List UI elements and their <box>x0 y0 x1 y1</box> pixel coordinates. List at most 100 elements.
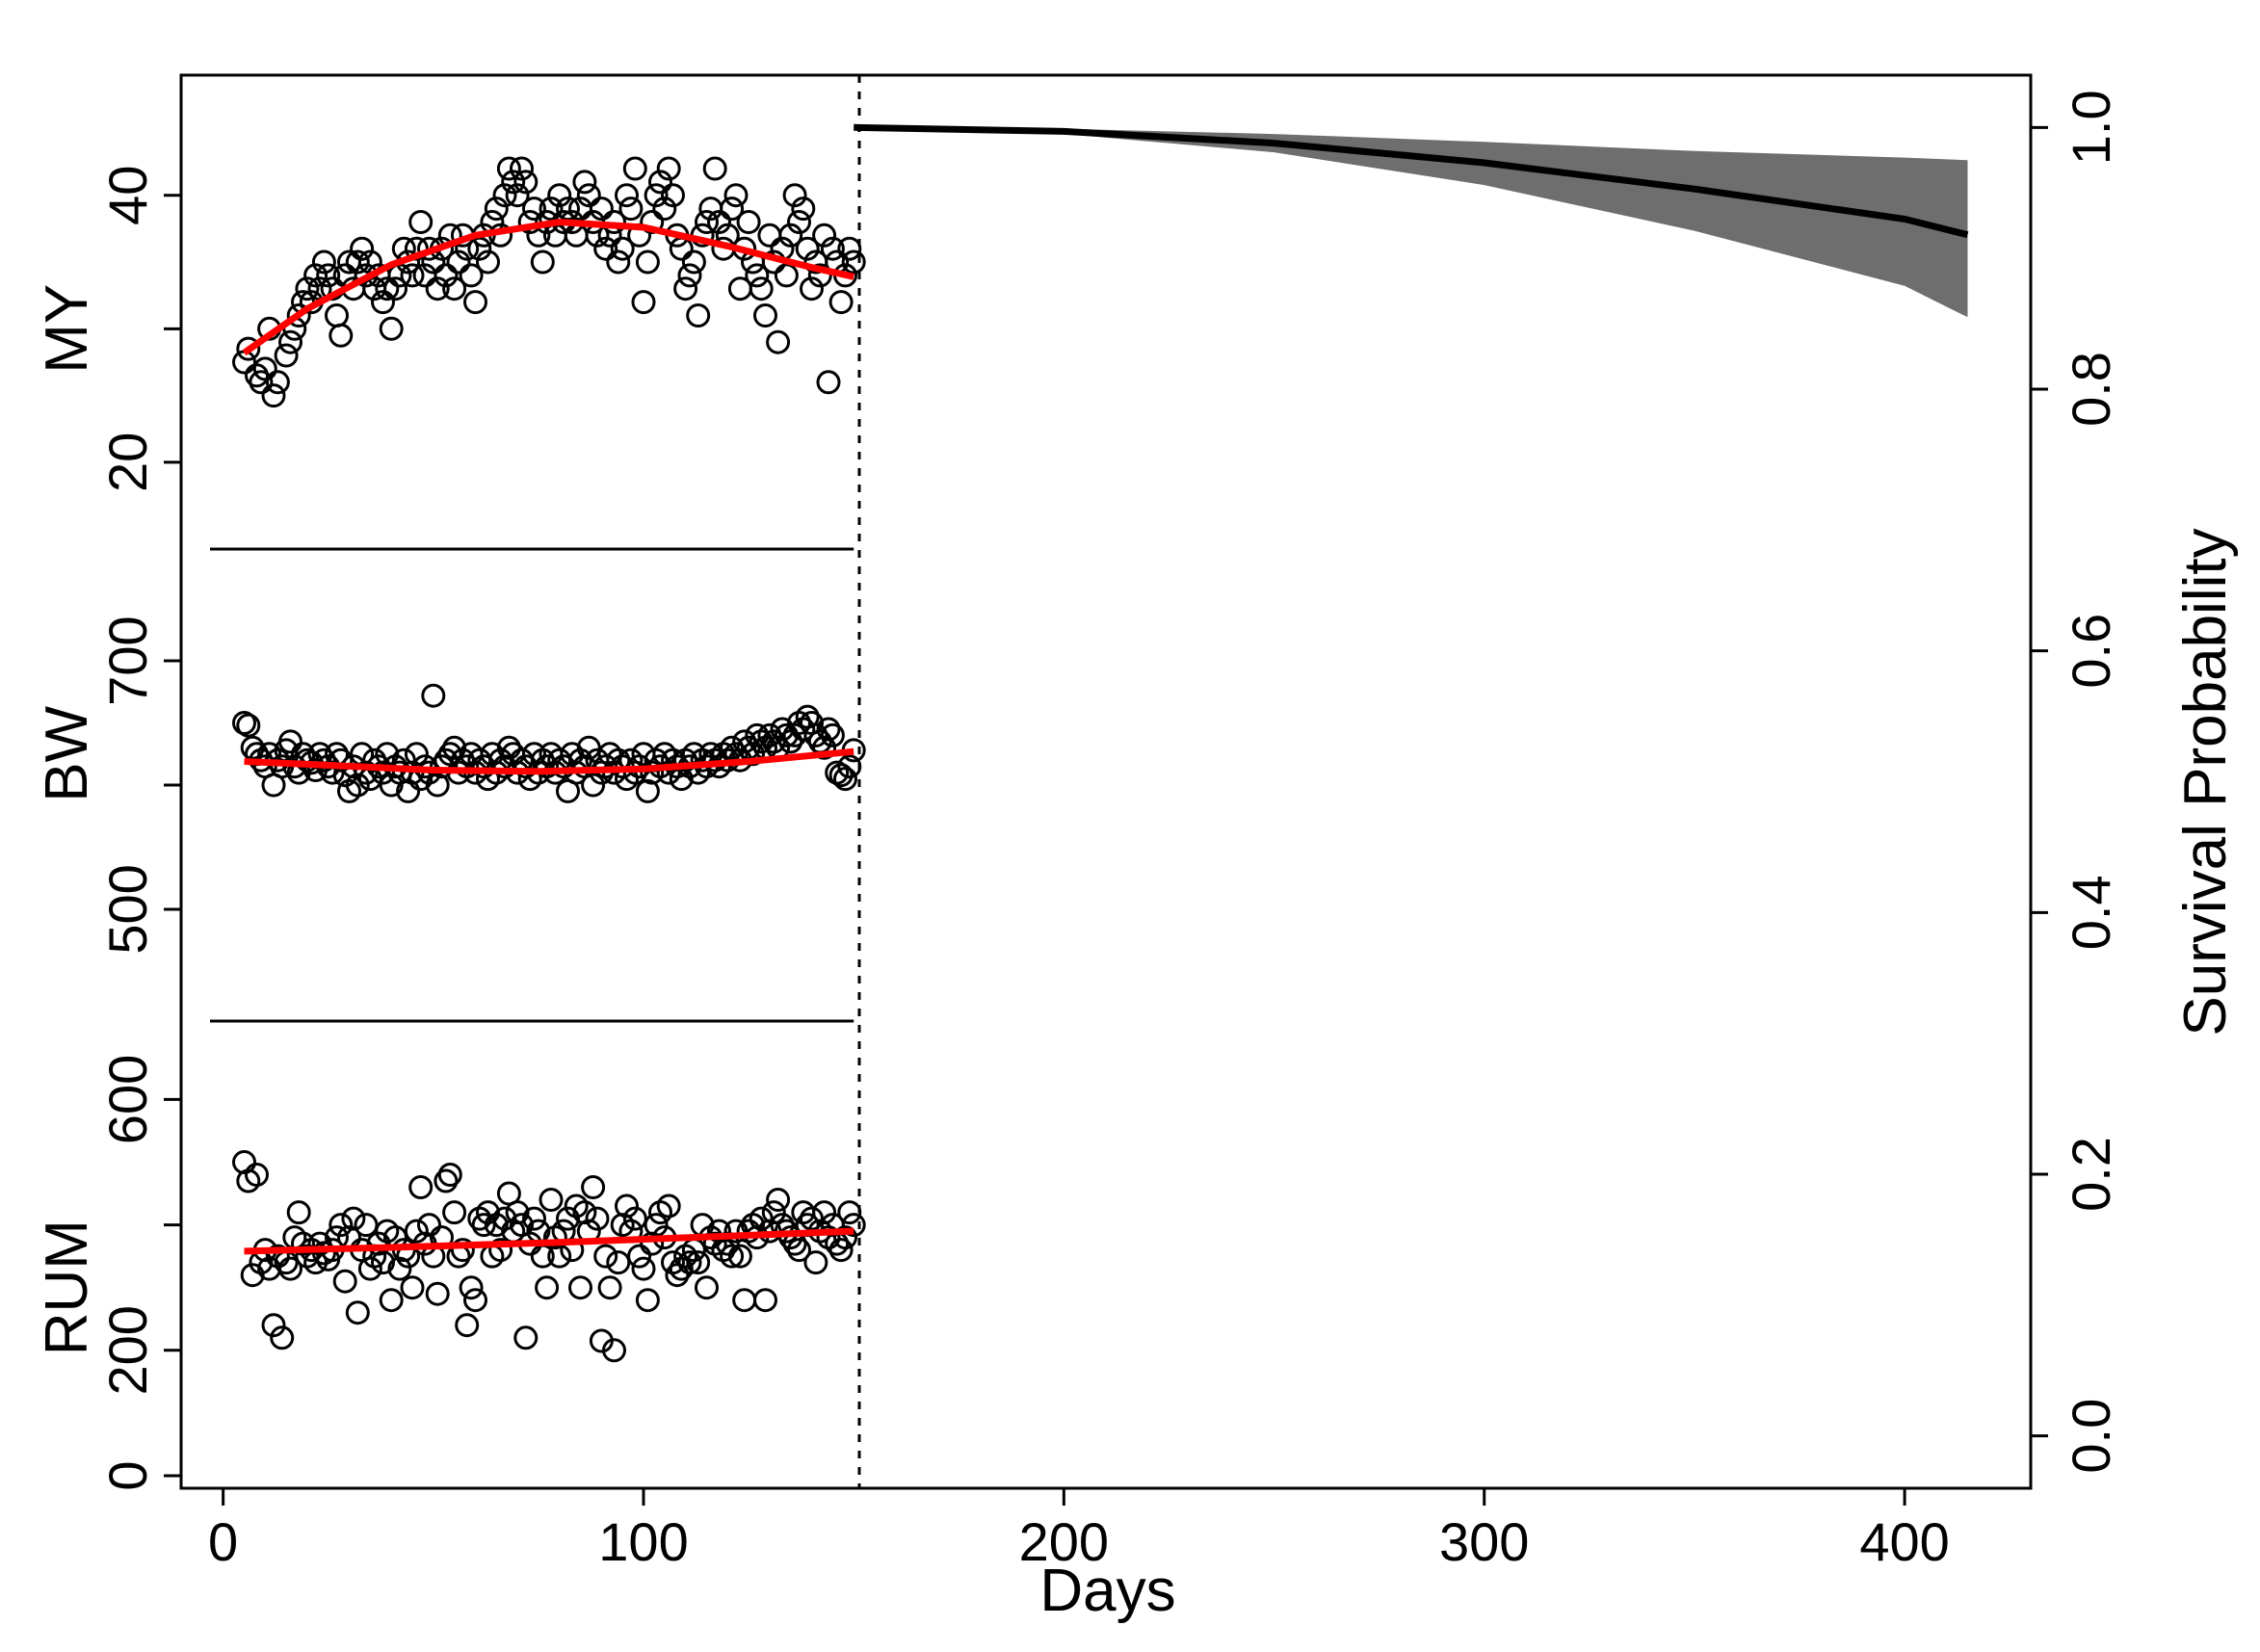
point-rum <box>341 1206 366 1231</box>
point-bw <box>320 760 345 785</box>
point-rum <box>513 1325 539 1350</box>
y-tick-label-my: 40 <box>97 166 158 225</box>
point-bw <box>379 773 404 798</box>
point-my <box>371 290 395 315</box>
point-bw <box>774 722 799 747</box>
point-my <box>669 236 694 261</box>
point-my <box>328 323 354 348</box>
point-rum <box>828 1238 854 1263</box>
point-rum <box>459 1275 484 1300</box>
point-rum <box>404 1219 429 1244</box>
point-rum <box>286 1200 311 1225</box>
point-my <box>745 263 770 288</box>
point-rum <box>492 1206 517 1231</box>
point-bw <box>404 742 429 767</box>
point-my <box>807 263 832 288</box>
survival-tick-label-0: 0.0 <box>2061 1399 2121 1474</box>
point-my <box>589 197 614 222</box>
survival-curve <box>854 123 1969 239</box>
point-bw <box>430 754 454 779</box>
point-my <box>484 197 509 222</box>
point-bw <box>278 729 302 754</box>
point-bw <box>345 773 370 798</box>
point-rum <box>245 1163 269 1187</box>
point-my <box>782 183 807 208</box>
point-my <box>492 183 517 208</box>
point-bw <box>833 767 857 792</box>
point-rum <box>837 1200 862 1225</box>
point-my <box>673 276 698 302</box>
y-tick-label-bw: 700 <box>97 616 158 705</box>
point-my <box>618 197 644 222</box>
point-my <box>766 329 791 354</box>
point-rum <box>803 1250 828 1275</box>
point-bw <box>396 778 421 803</box>
point-bw <box>757 722 782 747</box>
point-my <box>644 183 669 208</box>
point-rum <box>434 1168 459 1193</box>
point-rum <box>400 1275 425 1300</box>
point-my <box>252 356 277 381</box>
point-rum <box>488 1238 513 1263</box>
point-rum <box>442 1200 467 1225</box>
point-bw <box>581 773 606 798</box>
point-rum <box>261 1313 286 1338</box>
point-rum <box>476 1200 500 1225</box>
y-tick-label-rum: 0 <box>97 1460 158 1490</box>
panel-my <box>232 156 866 408</box>
point-rum <box>539 1188 564 1212</box>
point-bw <box>635 778 660 803</box>
point-rum <box>379 1288 404 1313</box>
point-rum <box>732 1288 757 1313</box>
point-my <box>274 343 299 368</box>
survival-ci-band-layer <box>854 127 1968 318</box>
point-my <box>681 249 706 275</box>
point-bw <box>240 735 265 760</box>
point-my <box>656 156 681 181</box>
point-my <box>249 370 274 395</box>
point-bw <box>421 683 446 708</box>
point-my <box>820 236 845 261</box>
y-tick-label-my: 20 <box>97 433 158 492</box>
point-rum <box>535 1275 560 1300</box>
point-rum <box>425 1281 450 1306</box>
point-rum <box>606 1250 631 1275</box>
point-my <box>547 183 572 208</box>
point-my <box>434 263 459 288</box>
point-rum <box>371 1250 395 1275</box>
point-rum <box>627 1244 652 1269</box>
point-my <box>837 236 862 261</box>
point-my <box>677 263 702 288</box>
point-my <box>408 210 434 234</box>
point-bw <box>442 735 467 760</box>
point-rum <box>766 1188 791 1212</box>
point-rum <box>833 1225 857 1250</box>
point-rum <box>635 1288 660 1313</box>
point-my <box>265 370 290 395</box>
point-rum <box>602 1338 626 1363</box>
point-my <box>610 236 635 261</box>
point-bw <box>828 763 854 788</box>
point-my <box>648 170 672 195</box>
point-rum <box>354 1213 379 1238</box>
point-bw <box>362 747 387 773</box>
survival-tick-label-1: 1.0 <box>2061 90 2121 165</box>
point-my <box>530 249 555 275</box>
point-rum <box>585 1206 610 1231</box>
point-my <box>753 303 777 328</box>
point-my <box>841 249 866 275</box>
point-rum <box>597 1275 622 1300</box>
x-tick-label-300: 300 <box>1439 1511 1529 1572</box>
point-bw <box>311 747 336 773</box>
point-my <box>615 183 639 208</box>
point-rum <box>631 1256 656 1281</box>
point-my <box>720 197 745 222</box>
point-my <box>593 236 618 261</box>
point-my <box>232 350 256 375</box>
point-my <box>261 383 286 408</box>
point-my <box>510 156 534 181</box>
point-rum <box>841 1213 866 1238</box>
point-my <box>442 276 467 302</box>
point-bw <box>720 735 745 760</box>
